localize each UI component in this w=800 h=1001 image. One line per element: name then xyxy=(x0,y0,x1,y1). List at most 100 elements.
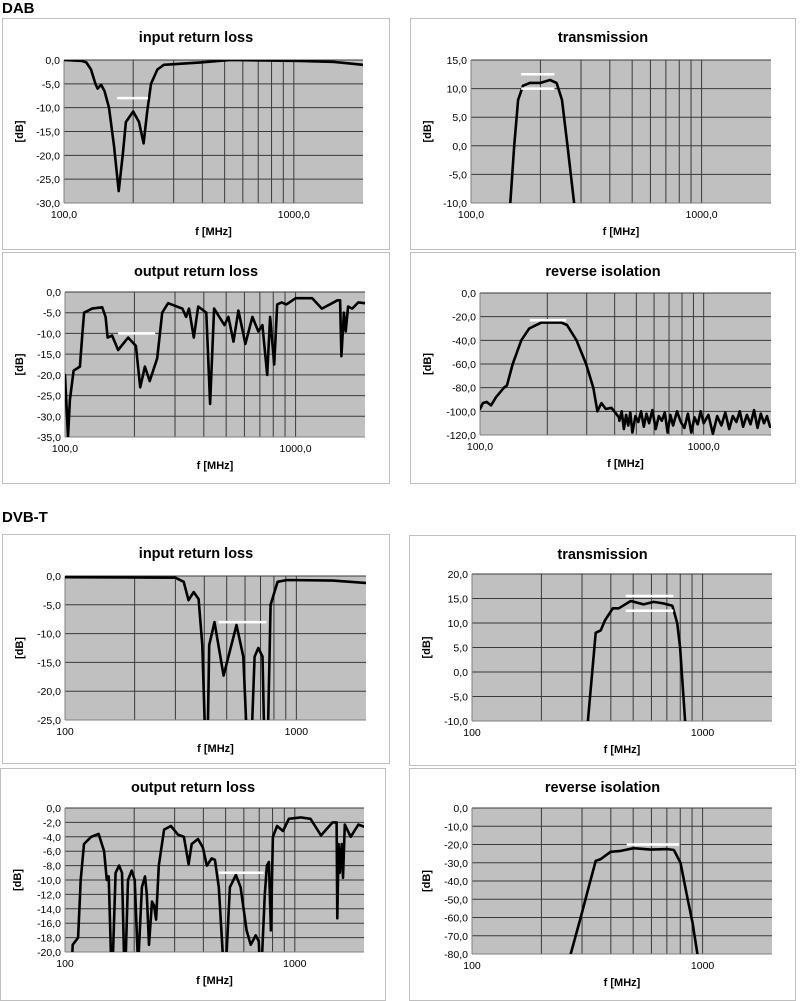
y-tick-label: 5,0 xyxy=(453,643,468,655)
chart-title: output return loss xyxy=(131,780,255,796)
x-tick-label: 1000 xyxy=(283,958,307,970)
y-tick-label: -15,0 xyxy=(37,349,61,361)
x-tick-label: 100 xyxy=(463,960,481,972)
y-tick-label: -5,0 xyxy=(42,79,60,91)
x-tick-label: 1000,0 xyxy=(278,209,310,221)
plot-content xyxy=(65,296,365,437)
plot-content xyxy=(71,816,364,952)
plot-area xyxy=(65,576,366,720)
y-tick-label: -25,0 xyxy=(37,391,61,403)
chart-svg: transmission 15,0 10,0 5,0 0,0 -5,0 -10,0100,0… xyxy=(422,30,771,238)
chart-svg: input return loss 0,0 -5,0 -10,0 -15,0 -20,0 -… xyxy=(14,30,363,238)
y-tick-label: -120,0 xyxy=(446,430,476,442)
x-tick-label: 100 xyxy=(56,958,74,970)
y-tick-label: -35,0 xyxy=(37,432,61,444)
y-tick-label: -30,0 xyxy=(444,858,468,870)
y-axis-label: [dB] xyxy=(421,870,433,892)
x-axis-label: f [MHz] xyxy=(197,743,234,755)
y-tick-label: -60,0 xyxy=(444,913,468,925)
y-tick-label: -8,0 xyxy=(43,861,61,873)
y-tick-label: 0,0 xyxy=(461,288,476,300)
y-tick-label: 20,0 xyxy=(448,569,469,581)
y-tick-label: -100,0 xyxy=(446,406,476,418)
y-tick-label: -60,0 xyxy=(452,359,476,371)
y-tick-label: 15,0 xyxy=(447,55,468,67)
y-tick-label: 0,0 xyxy=(45,55,60,67)
x-tick-label: 100 xyxy=(463,727,481,739)
y-tick-label: -40,0 xyxy=(452,335,476,347)
y-tick-label: -20,0 xyxy=(452,312,476,324)
plot-content xyxy=(480,318,771,435)
y-tick-label: 5,0 xyxy=(452,112,467,124)
y-tick-label: -15,0 xyxy=(37,657,61,669)
x-axis-label: f [MHz] xyxy=(196,975,233,987)
y-tick-label: -25,0 xyxy=(37,715,61,727)
y-axis-label: [dB] xyxy=(422,353,434,375)
y-tick-label: -30,0 xyxy=(37,411,61,423)
chart-dab-reverse-isolation: reverse isolation 0,0 -20,0 -40,0 -60,0 -80,0… xyxy=(410,252,796,484)
x-axis-label: f [MHz] xyxy=(603,226,640,238)
plot-content xyxy=(64,60,363,193)
y-tick-label: -10,0 xyxy=(443,198,467,210)
y-tick-label: -20,0 xyxy=(37,947,61,959)
y-tick-label: 0,0 xyxy=(453,667,468,679)
chart-title: reverse isolation xyxy=(545,780,660,796)
y-tick-label: -4,0 xyxy=(43,832,61,844)
y-tick-label: -5,0 xyxy=(449,169,467,181)
y-tick-label: 0,0 xyxy=(453,803,468,815)
series-line-s22 xyxy=(71,816,364,952)
series-line-s21 xyxy=(509,78,576,203)
y-axis-label: [dB] xyxy=(12,869,24,891)
plot-content xyxy=(569,843,699,954)
plot-content xyxy=(509,73,576,203)
section-title-dab: DAB xyxy=(2,0,35,17)
chart-title: input return loss xyxy=(139,30,253,46)
series-line-s11 xyxy=(65,576,366,720)
chart-title: input return loss xyxy=(139,546,253,562)
y-tick-label: -10,0 xyxy=(37,328,61,340)
series-line-s12 xyxy=(480,321,771,435)
chart-svg: reverse isolation 0,0 -10,0 -20,0 -30,0 -40,0… xyxy=(421,780,772,989)
x-tick-label: 100 xyxy=(56,726,74,738)
x-tick-label: 1000,0 xyxy=(280,443,312,455)
y-tick-label: -15,0 xyxy=(36,127,60,139)
y-tick-label: -20,0 xyxy=(37,370,61,382)
x-axis-label: f [MHz] xyxy=(195,226,232,238)
y-tick-label: -20,0 xyxy=(444,840,468,852)
chart-dab-transmission: transmission 15,0 10,0 5,0 0,0 -5,0 -10,0 100,0… xyxy=(410,18,796,250)
y-tick-label: 0,0 xyxy=(452,141,467,153)
chart-dvbt-input-return-loss: input return loss 0,0 -5,0 -10,0 -15,0 -20,0 -… xyxy=(2,534,390,764)
chart-title: reverse isolation xyxy=(545,264,660,280)
chart-dab-input-return-loss: input return loss 0,0 -5,0 -10,0 -15,0 -20,0 -… xyxy=(2,18,390,250)
y-tick-label: -20,0 xyxy=(36,150,60,162)
y-tick-label: 0,0 xyxy=(46,287,61,299)
y-axis-label: [dB] xyxy=(421,636,433,658)
y-tick-label: -80,0 xyxy=(444,949,468,961)
x-axis-label: f [MHz] xyxy=(197,460,234,472)
x-tick-label: 100,0 xyxy=(52,443,78,455)
x-tick-label: 100,0 xyxy=(467,441,493,453)
y-tick-label: -2,0 xyxy=(43,817,61,829)
chart-svg: input return loss 0,0 -5,0 -10,0 -15,0 -20,0 -… xyxy=(14,546,366,755)
y-tick-label: -10,0 xyxy=(37,875,61,887)
y-tick-label: 15,0 xyxy=(448,594,469,606)
x-tick-label: 1000 xyxy=(691,727,715,739)
y-tick-label: -5,0 xyxy=(43,600,61,612)
x-tick-label: 1000 xyxy=(691,960,715,972)
y-tick-label: 10,0 xyxy=(447,84,468,96)
y-tick-label: -70,0 xyxy=(444,931,468,943)
chart-dvbt-transmission: transmission 20,0 15,0 10,0 5,0 0,0 -5,0 -10,0 1… xyxy=(409,535,796,766)
y-tick-label: -18,0 xyxy=(37,933,61,945)
x-tick-label: 1000,0 xyxy=(688,441,720,453)
x-tick-label: 100,0 xyxy=(51,209,77,221)
y-tick-label: -14,0 xyxy=(37,904,61,916)
x-axis-label: f [MHz] xyxy=(604,744,641,756)
x-tick-label: 100,0 xyxy=(458,209,484,221)
y-tick-label: -5,0 xyxy=(450,692,468,704)
y-tick-label: 0,0 xyxy=(46,803,61,815)
y-axis-label: [dB] xyxy=(422,120,434,142)
series-line-s21 xyxy=(586,599,687,721)
y-axis-label: [dB] xyxy=(14,353,26,375)
chart-svg: output return loss 0,0 -2,0 -4,0 -6,0 -8,0 -10… xyxy=(12,780,364,987)
y-tick-label: -10,0 xyxy=(37,629,61,641)
